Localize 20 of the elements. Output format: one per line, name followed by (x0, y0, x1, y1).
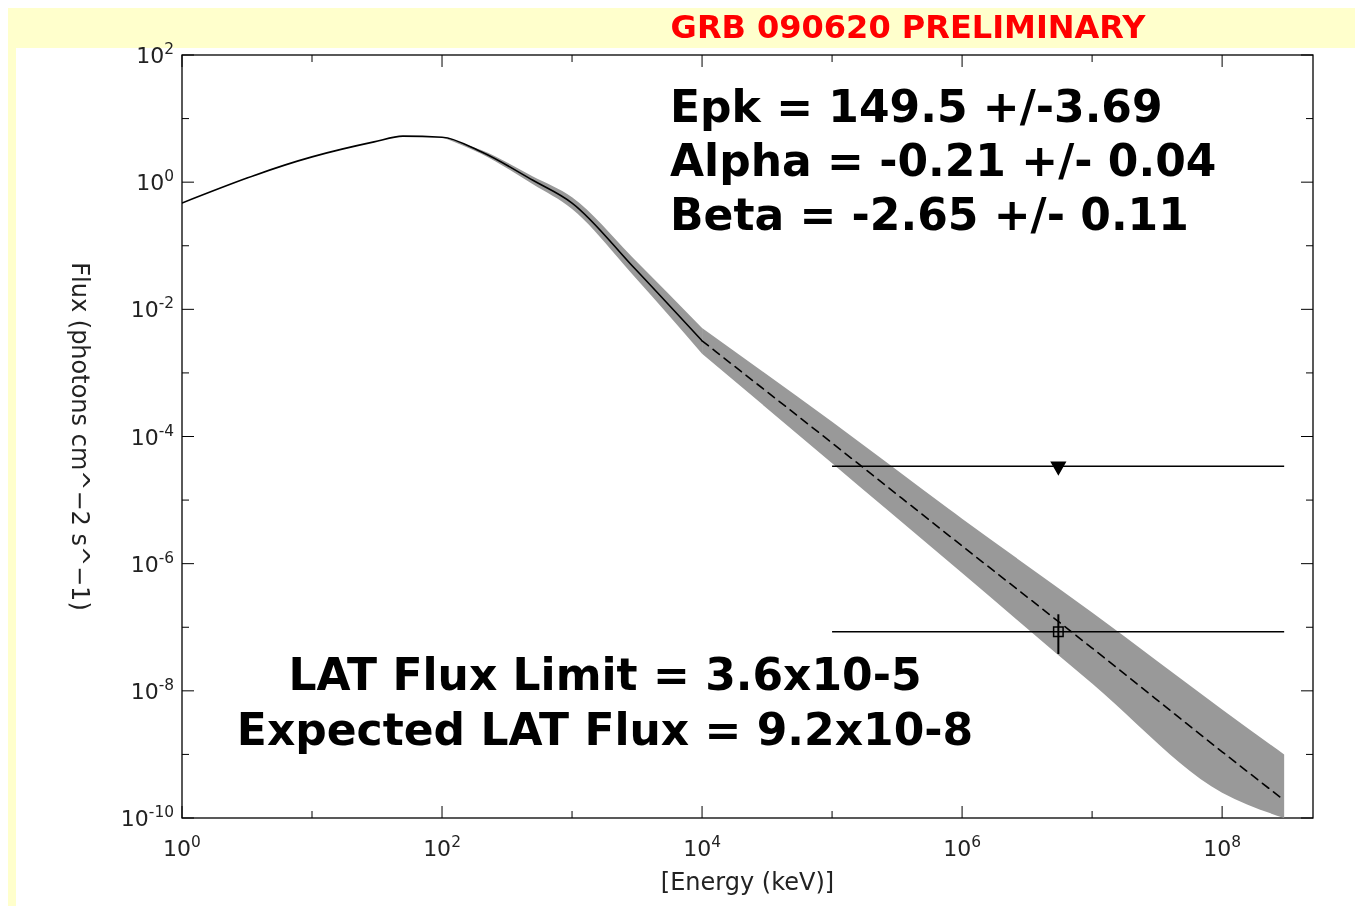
chart-title: GRB 090620 PRELIMINARY (670, 8, 1147, 46)
y-tick-label: 10$^{-10}$ (120, 803, 174, 831)
annotation: Beta = -2.65 +/- 0.11 (670, 189, 1189, 240)
x-tick-label: 10$^{8}$ (1203, 833, 1242, 861)
y-tick-label: 10$^{-8}$ (130, 675, 174, 704)
annotation: Expected LAT Flux = 9.2x10-8 (236, 704, 974, 755)
y-tick-label: 10$^{2}$ (136, 40, 174, 68)
y-tick-label: 10$^{-6}$ (130, 548, 174, 577)
x-tick-label: 10$^{2}$ (423, 833, 461, 861)
y-tick-label: 10$^{-2}$ (130, 294, 174, 323)
x-axis-title: [Energy (keV)] (660, 868, 835, 896)
annotation: Epk = 149.5 +/-3.69 (670, 81, 1163, 132)
x-tick-label: 10$^{6}$ (943, 833, 981, 861)
y-axis-title: Flux (photons cm^−2 s^−1) (66, 262, 94, 611)
y-tick-label: 10$^{-4}$ (130, 421, 174, 450)
x-tick-label: 10$^{4}$ (683, 833, 721, 861)
annotation: Alpha = -0.21 +/- 0.04 (670, 135, 1217, 186)
annotation: LAT Flux Limit = 3.6x10-5 (288, 649, 922, 700)
y-tick-label: 10$^{0}$ (136, 167, 174, 196)
x-tick-label: 10$^{0}$ (163, 833, 201, 861)
